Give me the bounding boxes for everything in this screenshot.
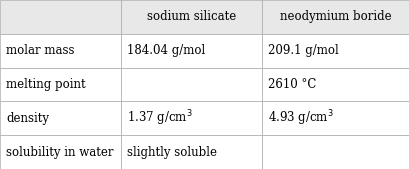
Text: 209.1 g/mol: 209.1 g/mol	[268, 44, 339, 57]
Text: 1.37 g/cm$^3$: 1.37 g/cm$^3$	[127, 108, 193, 128]
Bar	[262, 101, 409, 135]
Bar	[0, 34, 121, 68]
Bar	[121, 135, 262, 169]
Text: 184.04 g/mol: 184.04 g/mol	[127, 44, 205, 57]
Text: 4.93 g/cm$^3$: 4.93 g/cm$^3$	[268, 108, 334, 128]
Text: slightly soluble: slightly soluble	[127, 146, 217, 159]
Bar	[262, 34, 409, 68]
Bar	[262, 68, 409, 101]
Text: density: density	[6, 112, 49, 125]
Text: 2610 °C: 2610 °C	[268, 78, 316, 91]
Bar	[0, 68, 121, 101]
Bar	[121, 68, 262, 101]
Bar	[121, 101, 262, 135]
Text: melting point: melting point	[6, 78, 86, 91]
Bar	[121, 34, 262, 68]
Text: molar mass: molar mass	[6, 44, 74, 57]
Bar	[262, 135, 409, 169]
Text: solubility in water: solubility in water	[6, 146, 114, 159]
Bar	[0, 101, 121, 135]
Bar	[0, 0, 121, 34]
Bar	[262, 0, 409, 34]
Text: sodium silicate: sodium silicate	[146, 10, 236, 23]
Bar	[121, 0, 262, 34]
Text: neodymium boride: neodymium boride	[280, 10, 391, 23]
Bar	[0, 135, 121, 169]
